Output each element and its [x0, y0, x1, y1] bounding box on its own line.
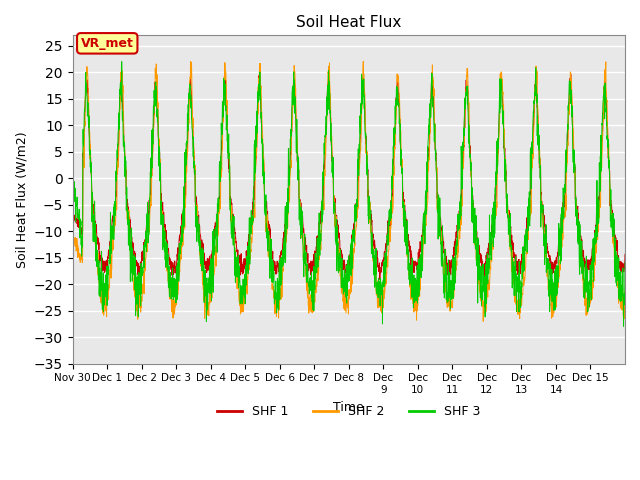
X-axis label: Time: Time [333, 401, 364, 414]
SHF 3 [68, 192, 76, 198]
Line: SHF 1: SHF 1 [72, 74, 625, 283]
SHF 3 [614, 270, 621, 276]
Legend: SHF 1, SHF 2, SHF 3: SHF 1, SHF 2, SHF 3 [212, 400, 486, 423]
SHF 1 [614, 257, 621, 263]
SHF 3 [118, 59, 125, 64]
SHF 1 [621, 252, 629, 257]
SHF 3 [243, 267, 251, 273]
SHF 2 [547, 286, 554, 291]
SHF 2 [360, 59, 367, 64]
SHF 1 [68, 215, 76, 220]
Title: Soil Heat Flux: Soil Heat Flux [296, 15, 401, 30]
SHF 1 [382, 242, 390, 248]
SHF 3 [515, 259, 523, 264]
SHF 1 [547, 256, 554, 262]
SHF 2 [621, 295, 629, 300]
Line: SHF 3: SHF 3 [72, 61, 625, 326]
Y-axis label: Soil Heat Flux (W/m2): Soil Heat Flux (W/m2) [15, 131, 28, 268]
Line: SHF 2: SHF 2 [72, 61, 625, 321]
SHF 2 [382, 281, 390, 287]
SHF 1 [243, 248, 251, 253]
SHF 3 [621, 260, 629, 265]
SHF 1 [480, 280, 488, 286]
SHF 3 [124, 208, 132, 214]
Text: VR_met: VR_met [81, 37, 134, 50]
SHF 2 [124, 217, 132, 223]
SHF 2 [479, 318, 487, 324]
SHF 2 [614, 285, 621, 290]
SHF 2 [68, 229, 76, 235]
SHF 2 [243, 291, 251, 297]
SHF 1 [515, 271, 523, 277]
SHF 1 [567, 72, 575, 77]
SHF 3 [547, 263, 554, 268]
SHF 2 [516, 310, 524, 316]
SHF 3 [620, 324, 627, 329]
SHF 3 [382, 253, 390, 259]
SHF 1 [124, 201, 132, 206]
